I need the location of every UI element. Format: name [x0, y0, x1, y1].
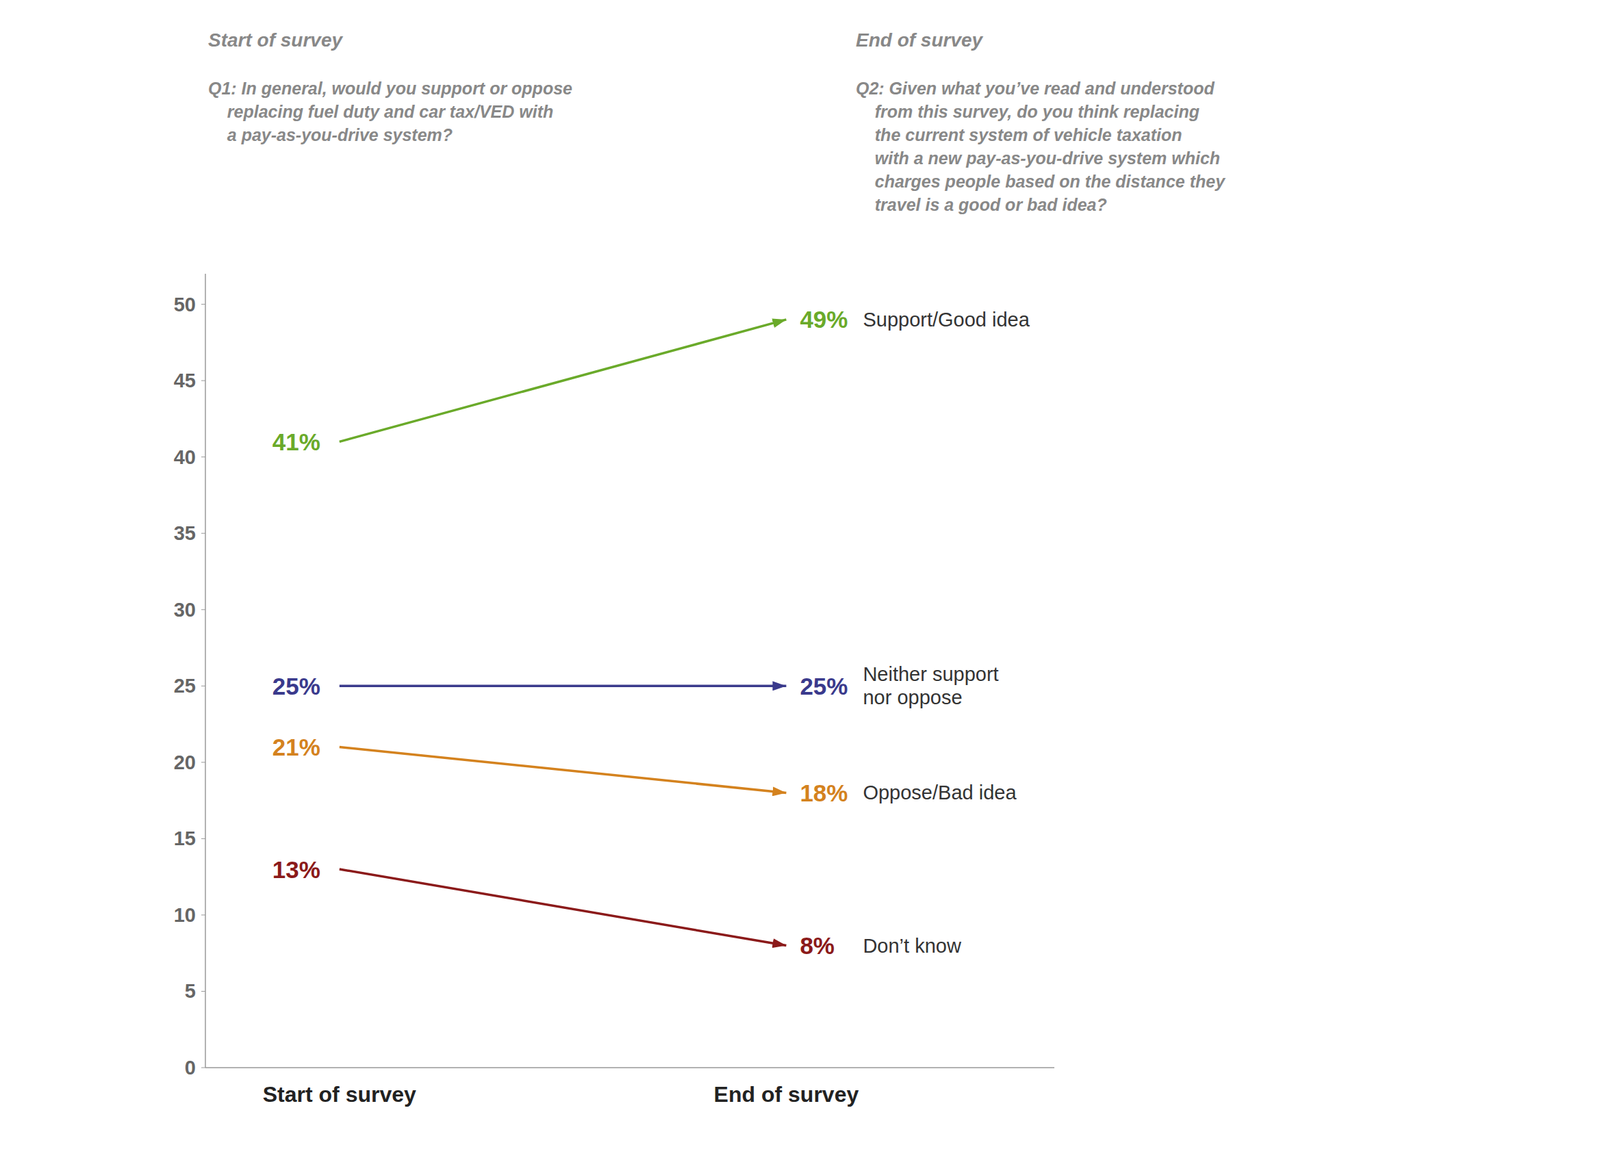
slope-arrow	[339, 319, 787, 442]
data-label: 8%	[799, 932, 835, 960]
y-tick-label: 0	[184, 1057, 196, 1079]
data-label: 21%	[272, 733, 321, 761]
y-tick-label: 5	[184, 980, 196, 1003]
text-line: Neither support	[862, 663, 999, 686]
background	[0, 0, 1600, 1171]
y-tick-label: 40	[173, 446, 196, 469]
slope-arrow	[339, 869, 787, 947]
y-tick-label: 25	[173, 675, 196, 697]
y-tick-label: 20	[173, 751, 196, 774]
text-line: from this survey, do you think replacing	[855, 102, 1200, 122]
text-line: Q2: Given what you’ve read and understoo…	[855, 78, 1215, 98]
series-label: Support/Good idea	[862, 308, 1030, 331]
y-tick-label: 35	[173, 522, 196, 545]
header-question: Q1: In general, would you support or opp…	[208, 78, 573, 145]
y-tick-label: 30	[173, 599, 196, 621]
y-tick	[201, 456, 206, 458]
text-line: End of survey	[855, 29, 984, 51]
text-line: Support/Good idea	[862, 308, 1030, 331]
series-label: Oppose/Bad idea	[862, 781, 1017, 804]
series-label: Don’t know	[862, 935, 962, 958]
y-tick-label: 45	[173, 369, 196, 392]
x-axis-line	[205, 1067, 1055, 1069]
y-tick	[201, 303, 206, 305]
axes: 0 5 10 15 20 25 30 35 40 45 50 Start of survey End o…	[173, 273, 1055, 1108]
x-tick-label: End of survey	[714, 1082, 860, 1108]
data-label: 49%	[799, 306, 848, 333]
y-tick	[201, 914, 206, 916]
text-line: nor oppose	[862, 686, 962, 709]
text-line: with a new pay-as-you-drive system which	[855, 148, 1221, 168]
header-question: Q2: Given what you’ve read and understoo…	[855, 78, 1226, 215]
text-line: Start of survey	[208, 29, 344, 51]
text-line: travel is a good or bad idea?	[855, 195, 1108, 215]
labels: 41% 49% Support/Good idea 25% 25% Neither sup…	[272, 306, 1031, 960]
slope-arrow	[339, 685, 787, 689]
text-line: Don’t know	[862, 935, 962, 958]
chart: Start of survey Q1: In general, would you…	[0, 0, 1600, 1171]
data-label: 41%	[272, 428, 321, 456]
lines	[339, 319, 787, 947]
data-label: 25%	[799, 672, 848, 700]
data-label: 18%	[799, 779, 848, 807]
text-line: a pay-as-you-drive system?	[208, 125, 453, 145]
y-tick	[201, 1068, 206, 1069]
y-tick	[201, 609, 206, 611]
y-tick-label: 50	[173, 293, 196, 316]
slope-arrow	[339, 747, 787, 794]
y-axis-line	[204, 273, 207, 1069]
y-tick	[201, 380, 206, 382]
header-title: Start of survey	[208, 29, 344, 51]
y-tick	[201, 991, 206, 993]
data-label: 13%	[272, 856, 321, 884]
text-line: Q1: In general, would you support or opp…	[208, 78, 573, 98]
y-tick	[201, 838, 206, 840]
text-line: Oppose/Bad idea	[862, 781, 1017, 804]
x-tick-label: Start of survey	[262, 1082, 417, 1108]
header-title: End of survey	[855, 29, 984, 51]
text-line: charges people based on the distance the…	[855, 171, 1226, 192]
data-label: 25%	[272, 672, 321, 700]
y-tick	[201, 686, 206, 687]
y-tick-label: 15	[173, 827, 196, 850]
series-label: Neither supportnor oppose	[862, 663, 999, 709]
y-tick-label: 10	[173, 904, 196, 927]
text-line: replacing fuel duty and car tax/VED with	[208, 102, 554, 122]
text-line: the current system of vehicle taxation	[855, 125, 1183, 145]
y-tick	[201, 762, 206, 763]
y-tick	[201, 533, 206, 535]
